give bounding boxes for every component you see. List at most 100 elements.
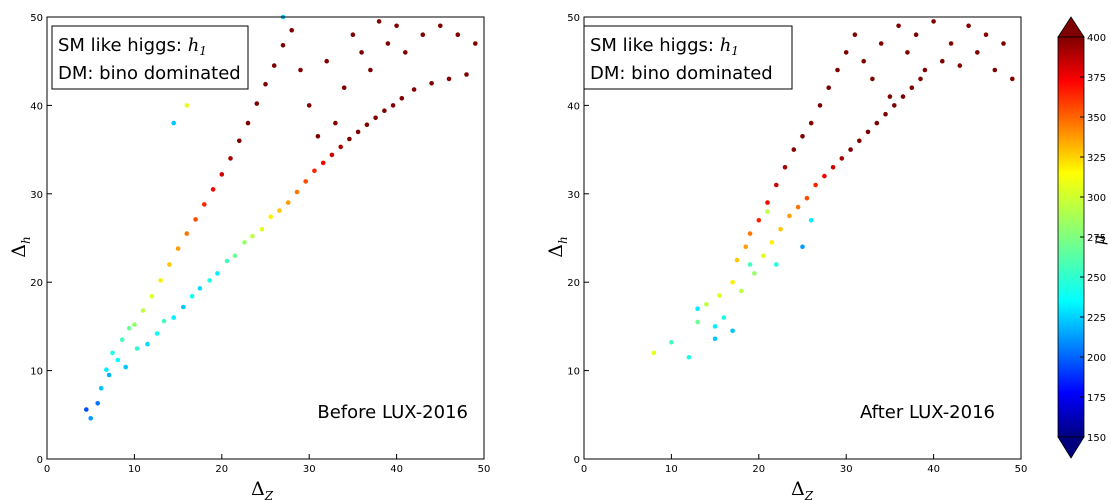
right-x-tick-label-0: 0 [581, 464, 587, 475]
left-point-77 [438, 23, 443, 29]
left-x-tick-label-20: 20 [215, 464, 228, 475]
right-point-45 [892, 103, 897, 108]
colorbar-tick-label-200: 200 [1087, 353, 1106, 364]
right-legend-line1-text: SM like higgs: [590, 35, 720, 56]
right-x-ticks: 0 10 20 30 40 50 [581, 454, 1027, 475]
right-point-11 [743, 244, 748, 250]
left-point-35 [237, 138, 242, 144]
left-legend-line2: DM: bino dominated [58, 63, 241, 84]
left-y-tick-label-40: 40 [30, 101, 43, 112]
right-y-tick-label-10: 10 [567, 367, 580, 378]
right-point-46 [896, 23, 901, 29]
left-point-8 [119, 337, 125, 343]
right-scatter-panel: 0 10 20 30 40 50 0 10 20 30 40 50 SM like higgs: h… [545, 13, 1027, 500]
left-point-43 [271, 63, 277, 68]
left-point-13 [140, 308, 146, 313]
colorbar-ticks: 150 175 200 225 250 275 300 325 350 375 400 [1080, 33, 1106, 444]
right-x-tick-label-30: 30 [840, 464, 853, 475]
right-x-axis-label-sub: Z [804, 489, 814, 500]
left-plot-frame [46, 16, 485, 460]
right-point-43 [883, 111, 888, 117]
left-point-29 [210, 187, 216, 192]
left-point-26 [197, 286, 203, 291]
left-x-tick-label-30: 30 [303, 464, 316, 475]
left-point-5 [106, 372, 112, 378]
right-point-15 [760, 253, 766, 258]
left-point-0 [84, 407, 89, 412]
left-point-67 [376, 19, 382, 24]
left-point-20 [171, 315, 176, 320]
right-point-53 [931, 19, 936, 24]
left-point-41 [263, 81, 268, 87]
colorbar-tick-label-275: 275 [1087, 233, 1106, 244]
right-point-31 [830, 165, 836, 170]
right-point-27 [813, 182, 818, 188]
left-point-19 [167, 262, 172, 267]
right-y-tick-label-30: 30 [567, 190, 580, 201]
left-point-18 [161, 318, 167, 324]
left-point-50 [303, 179, 309, 184]
left-point-3 [98, 386, 104, 391]
right-x-axis-label: Δ [791, 478, 805, 500]
left-y-axis-label-sub: h [19, 236, 33, 244]
svg-text:Δh: Δh [8, 236, 33, 257]
left-point-31 [219, 172, 225, 177]
left-point-4 [104, 367, 109, 373]
right-y-tick-label-20: 20 [567, 278, 580, 289]
left-point-15 [149, 294, 155, 299]
left-point-36 [242, 240, 247, 245]
right-point-61 [1001, 41, 1006, 46]
left-point-34 [232, 253, 238, 258]
left-x-tick-label-40: 40 [390, 464, 403, 475]
colorbar-label: μ [1089, 235, 1108, 245]
right-legend-line2: DM: bino dominated [590, 63, 773, 84]
right-legend-box: SM like higgs: h1 DM: bino dominated [583, 25, 793, 90]
right-point-55 [948, 41, 954, 46]
colorbar-tick-label-375: 375 [1087, 73, 1106, 84]
left-point-14 [145, 341, 150, 347]
left-point-68 [382, 108, 387, 113]
right-point-25 [804, 195, 810, 201]
left-point-73 [403, 50, 408, 55]
left-point-80 [464, 72, 469, 77]
left-point-17 [158, 278, 163, 283]
right-annotation: After LUX-2016 [860, 402, 995, 423]
colorbar-tick-label-175: 175 [1087, 393, 1106, 404]
left-point-69 [385, 41, 391, 46]
right-point-68 [774, 262, 779, 267]
left-y-tick-label-10: 10 [30, 367, 43, 378]
right-point-37 [857, 138, 862, 144]
left-point-48 [294, 189, 300, 195]
left-point-24 [189, 294, 195, 299]
left-x-tick-label-50: 50 [478, 464, 491, 475]
right-point-13 [752, 271, 757, 276]
left-point-10 [126, 325, 132, 331]
right-point-9 [734, 257, 740, 263]
right-point-24 [800, 134, 805, 139]
left-x-tick-label-0: 0 [44, 464, 50, 475]
left-point-25 [193, 217, 198, 222]
left-y-ticks: 0 10 20 30 40 50 [30, 13, 52, 466]
left-point-64 [364, 122, 370, 128]
right-point-38 [861, 58, 866, 64]
right-point-10 [739, 288, 744, 294]
left-point-32 [224, 258, 230, 264]
right-y-axis-label-sub: h [556, 236, 570, 244]
colorbar-tick-label-400: 400 [1087, 33, 1106, 44]
left-point-72 [399, 96, 405, 101]
left-point-49 [298, 67, 303, 73]
left-point-58 [338, 144, 344, 150]
svg-text:ΔZ: ΔZ [251, 478, 274, 500]
right-legend-h: h [720, 35, 732, 56]
left-point-27 [202, 202, 207, 207]
right-point-51 [918, 76, 923, 82]
right-y-axis-label: Δ [545, 244, 567, 258]
left-point-75 [420, 32, 426, 37]
right-point-39 [865, 129, 871, 135]
left-point-42 [268, 214, 274, 220]
left-x-tick-label-10: 10 [128, 464, 141, 475]
left-point-44 [277, 208, 282, 213]
right-point-3 [695, 319, 700, 325]
right-point-0 [651, 350, 657, 356]
